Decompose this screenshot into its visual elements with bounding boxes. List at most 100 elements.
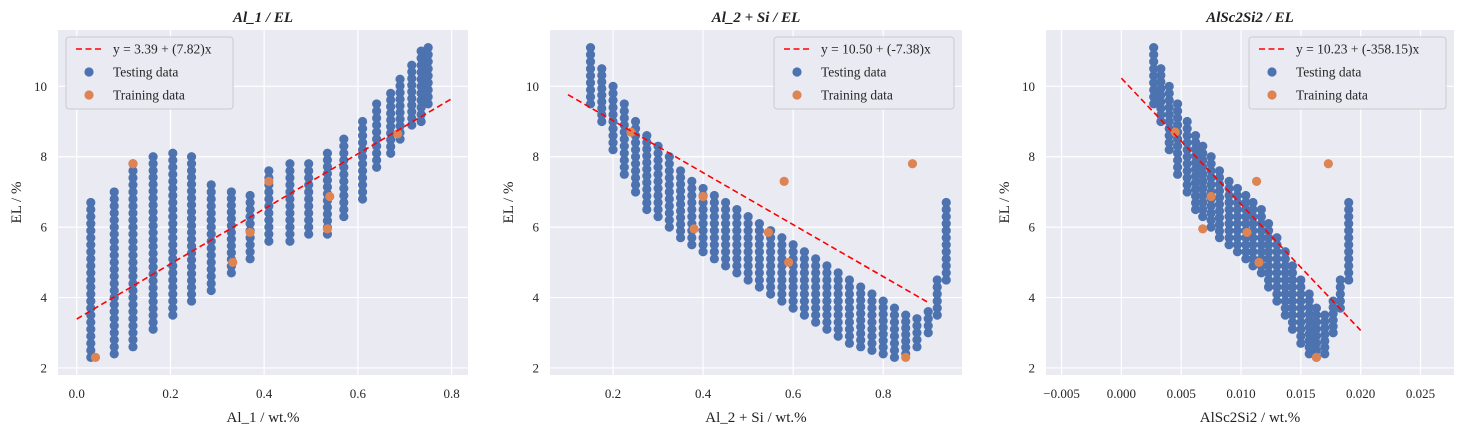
testing-point [407,67,417,77]
training-point [245,227,255,238]
testing-point [128,257,138,267]
testing-point [1335,296,1345,306]
training-point [784,257,794,267]
testing-point [1156,90,1166,100]
testing-point [743,211,753,222]
testing-point [743,247,753,257]
testing-point [407,73,417,84]
testing-point [168,275,178,285]
testing-point [721,211,731,222]
testing-point [86,338,96,348]
testing-point [878,336,888,346]
testing-point [339,141,349,151]
testing-point [743,254,753,264]
testing-point [653,190,663,201]
testing-point [395,107,405,118]
testing-point [186,234,197,244]
x-tick-label: 0.8 [875,386,891,401]
testing-point [653,169,663,179]
testing-point [642,178,652,188]
testing-point [630,138,641,148]
testing-point [386,135,396,145]
testing-point [642,184,652,194]
testing-point [1280,310,1290,320]
testing-point [630,166,641,176]
testing-point [1344,275,1354,285]
testing-point [206,201,216,211]
testing-point [799,289,810,299]
testing-point [1287,310,1298,320]
testing-point [619,169,629,179]
testing-point [86,226,96,236]
testing-point [630,187,641,197]
testing-point [766,240,776,250]
testing-point [206,215,216,225]
testing-point [109,271,119,282]
testing-point [732,219,742,229]
testing-point [923,321,933,331]
testing-point [168,226,178,236]
testing-point [148,193,158,203]
testing-point [608,102,618,113]
y-tick-label: 4 [533,290,540,305]
y-axis-label: EL / % [501,182,517,224]
testing-point [833,275,843,285]
testing-point [1296,331,1306,341]
testing-point [186,227,197,237]
testing-point [264,229,274,239]
testing-point [128,166,138,176]
testing-point [1287,296,1298,306]
testing-point [1164,88,1174,98]
x-axis-label: Al_2 + Si / wt.% [705,410,806,426]
testing-point [86,219,96,229]
testing-point [799,261,810,271]
testing-point [822,317,832,327]
testing-point [148,248,158,258]
testing-point [822,282,832,292]
testing-point [1304,302,1314,312]
testing-point [109,285,119,296]
testing-point [148,152,158,162]
testing-point [148,276,158,286]
testing-point [1256,233,1266,243]
testing-point [1182,123,1192,134]
testing-point [1214,199,1225,209]
testing-point [168,296,178,306]
testing-point [743,275,753,285]
testing-point [322,216,333,226]
testing-point [653,183,663,194]
testing-point [322,148,333,158]
testing-point [799,254,810,264]
testing-point [1248,247,1258,257]
testing-point [1272,254,1282,264]
testing-point [1173,99,1183,109]
testing-point [226,200,236,211]
testing-point [1164,116,1174,127]
testing-point [285,229,295,239]
x-tick-label: 0.2 [162,386,178,401]
training-point [322,224,333,234]
testing-point [941,204,951,215]
testing-point [1206,201,1216,211]
testing-point [653,176,663,186]
testing-point [1190,198,1201,208]
fit-line [567,94,929,304]
testing-point [766,261,776,271]
testing-point [675,172,686,183]
testing-point [642,144,652,154]
x-tick-label: −0.005 [1043,386,1080,401]
testing-point [1320,349,1330,359]
testing-point [811,261,821,271]
x-axis-label: AlSc2Si2 / wt.% [1200,410,1300,426]
testing-point [1328,309,1338,319]
testing-point [148,310,158,321]
testing-point [664,222,674,232]
testing-point [1311,317,1322,327]
testing-point [642,171,652,181]
testing-point [1296,324,1306,334]
testing-point [386,95,396,105]
testing-point [395,121,405,131]
testing-point [109,194,119,204]
legend-box [65,36,234,110]
testing-point [709,197,719,208]
